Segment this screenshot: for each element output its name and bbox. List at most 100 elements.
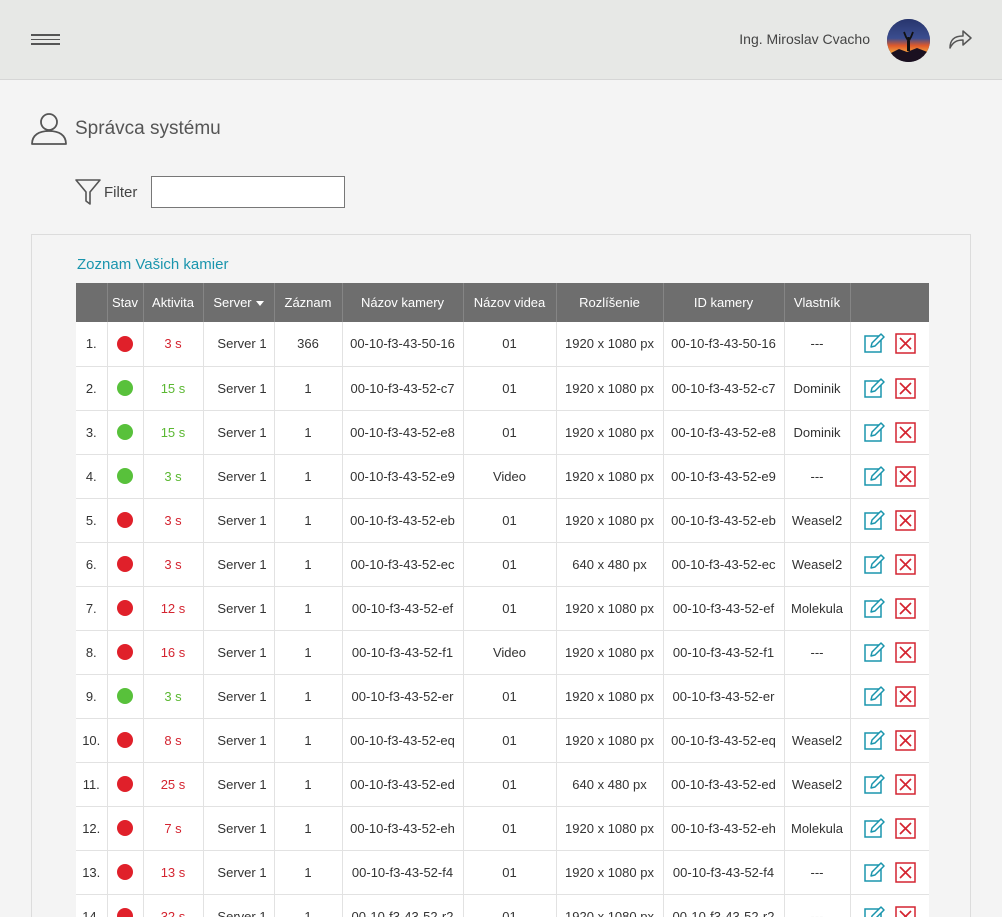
record-cell: 1 [274, 630, 343, 675]
video-name-cell: 01 [463, 366, 557, 411]
edit-icon[interactable] [864, 509, 885, 531]
table-row[interactable]: 5. 3 s Server 1 1 00-10-f3-43-52-eb 01 1920 x … [76, 498, 929, 543]
delete-icon[interactable] [895, 685, 916, 707]
column-header-record[interactable]: Záznam [274, 283, 343, 322]
camera-name-cell: 00-10-f3-43-52-eh [342, 806, 464, 851]
edit-icon[interactable] [864, 421, 885, 443]
share-arrow-icon[interactable] [947, 27, 973, 51]
delete-icon[interactable] [895, 465, 916, 487]
avatar[interactable] [887, 19, 930, 62]
table-row[interactable]: 7. 12 s Server 1 1 00-10-f3-43-52-ef 01 1920 x… [76, 586, 929, 631]
delete-icon[interactable] [895, 861, 916, 883]
server-cell: Server 1 [203, 630, 275, 675]
edit-icon[interactable] [864, 773, 885, 795]
status-green-dot [117, 424, 133, 441]
status-cell [107, 806, 144, 851]
actions-cell [850, 454, 929, 499]
edit-icon[interactable] [864, 905, 885, 917]
activity-cell: 7 s [143, 806, 204, 851]
user-icon [30, 111, 68, 147]
delete-icon[interactable] [895, 377, 916, 399]
row-number: 11. [76, 762, 108, 807]
table-row[interactable]: 1. 3 s Server 1 366 00-10-f3-43-50-16 01 1920 … [76, 322, 929, 367]
server-cell: Server 1 [203, 806, 275, 851]
delete-icon[interactable] [895, 421, 916, 443]
owner-cell: --- [784, 454, 851, 499]
activity-cell: 32 s [143, 894, 204, 917]
delete-icon[interactable] [895, 817, 916, 839]
table-row[interactable]: 3. 15 s Server 1 1 00-10-f3-43-52-e8 01 1920 x… [76, 410, 929, 455]
edit-icon[interactable] [864, 729, 885, 751]
column-header-owner[interactable]: Vlastník [784, 283, 851, 322]
record-cell: 1 [274, 806, 343, 851]
row-number: 3. [76, 410, 108, 455]
status-red-dot [117, 864, 133, 881]
row-number: 13. [76, 850, 108, 895]
server-cell: Server 1 [203, 498, 275, 543]
edit-icon[interactable] [864, 597, 885, 619]
filter-input[interactable] [151, 176, 345, 208]
delete-icon[interactable] [895, 905, 916, 917]
edit-icon[interactable] [864, 641, 885, 663]
record-cell: 1 [274, 674, 343, 719]
video-name-cell: 01 [463, 410, 557, 455]
owner-cell: --- [784, 322, 851, 367]
column-header-server[interactable]: Server [203, 283, 275, 322]
delete-icon[interactable] [895, 509, 916, 531]
edit-icon[interactable] [864, 333, 885, 354]
table-row[interactable]: 4. 3 s Server 1 1 00-10-f3-43-52-e9 Video 1920… [76, 454, 929, 499]
hamburger-icon[interactable] [31, 34, 60, 48]
table-row[interactable]: 6. 3 s Server 1 1 00-10-f3-43-52-ec 01 640 x 4… [76, 542, 929, 587]
status-cell [107, 498, 144, 543]
camera-id-cell: 00-10-f3-43-52-f4 [663, 850, 785, 895]
caret-down-icon [255, 301, 264, 307]
user-name[interactable]: Ing. Miroslav Cvacho [739, 31, 870, 47]
camera-id-cell: 00-10-f3-43-52-eq [663, 718, 785, 763]
table-row[interactable]: 12. 7 s Server 1 1 00-10-f3-43-52-eh 01 1920 x… [76, 806, 929, 851]
edit-icon[interactable] [864, 817, 885, 839]
column-header-video-name[interactable]: Názov videa [463, 283, 557, 322]
table-row[interactable]: 2. 15 s Server 1 1 00-10-f3-43-52-c7 01 1920 x… [76, 366, 929, 411]
column-header-camera-name[interactable]: Názov kamery [342, 283, 464, 322]
edit-icon[interactable] [864, 377, 885, 399]
camera-id-cell: 00-10-f3-43-52-ed [663, 762, 785, 807]
resolution-cell: 1920 x 1080 px [556, 718, 664, 763]
delete-icon[interactable] [895, 729, 916, 751]
table-row[interactable]: 11. 25 s Server 1 1 00-10-f3-43-52-ed 01 640 x… [76, 762, 929, 807]
delete-icon[interactable] [895, 597, 916, 619]
owner-cell: Weasel2 [784, 542, 851, 587]
status-cell [107, 366, 144, 411]
delete-icon[interactable] [895, 641, 916, 663]
edit-icon[interactable] [864, 685, 885, 707]
column-header-status[interactable]: Stav [107, 283, 144, 322]
edit-icon[interactable] [864, 861, 885, 883]
owner-cell: --- [784, 630, 851, 675]
video-name-cell: 01 [463, 806, 557, 851]
delete-icon[interactable] [895, 553, 916, 575]
row-number: 4. [76, 454, 108, 499]
column-header-activity[interactable]: Aktivita [143, 283, 204, 322]
camera-id-cell: 00-10-f3-43-52-f1 [663, 630, 785, 675]
status-cell [107, 850, 144, 895]
status-red-dot [117, 336, 133, 353]
table-row[interactable]: 8. 16 s Server 1 1 00-10-f3-43-52-f1 Video 192… [76, 630, 929, 675]
delete-icon[interactable] [895, 333, 916, 354]
panel-title: Zoznam Vašich kamier [77, 256, 229, 273]
column-header-camera-id[interactable]: ID kamery [663, 283, 785, 322]
table-row[interactable]: 13. 13 s Server 1 1 00-10-f3-43-52-f4 01 1920 … [76, 850, 929, 895]
column-header-resolution[interactable]: Rozlíšenie [556, 283, 664, 322]
table-row[interactable]: 10. 8 s Server 1 1 00-10-f3-43-52-eq 01 1920 x… [76, 718, 929, 763]
camera-id-cell: 00-10-f3-43-52-eh [663, 806, 785, 851]
row-number: 8. [76, 630, 108, 675]
status-red-dot [117, 556, 133, 573]
activity-cell: 8 s [143, 718, 204, 763]
table-row[interactable]: 9. 3 s Server 1 1 00-10-f3-43-52-er 01 1920 x … [76, 674, 929, 719]
status-cell [107, 322, 144, 367]
row-number: 7. [76, 586, 108, 631]
edit-icon[interactable] [864, 465, 885, 487]
owner-cell [784, 674, 851, 719]
edit-icon[interactable] [864, 553, 885, 575]
table-row[interactable]: 14. 32 s Server 1 1 00-10-f3-43-52-r2 01 1920 … [76, 894, 929, 917]
delete-icon[interactable] [895, 773, 916, 795]
status-cell [107, 454, 144, 499]
